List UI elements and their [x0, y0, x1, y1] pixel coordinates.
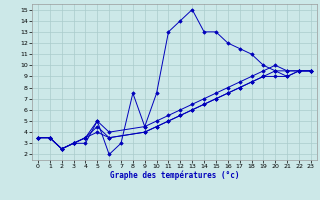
X-axis label: Graphe des températures (°c): Graphe des températures (°c): [110, 171, 239, 180]
